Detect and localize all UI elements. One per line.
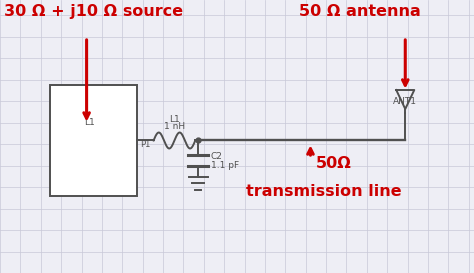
Text: ANT1: ANT1 — [393, 97, 417, 106]
Text: transmission line: transmission line — [246, 185, 402, 200]
Text: 30 Ω + j10 Ω source: 30 Ω + j10 Ω source — [4, 4, 183, 19]
Text: 1 nH: 1 nH — [164, 123, 185, 132]
Text: P1: P1 — [140, 140, 151, 149]
Text: C2: C2 — [211, 152, 223, 161]
Text: 50Ω: 50Ω — [316, 156, 352, 171]
Text: L1: L1 — [84, 118, 95, 127]
Text: 50 Ω antenna: 50 Ω antenna — [299, 4, 420, 19]
Text: L1: L1 — [169, 115, 180, 124]
Bar — [50, 85, 137, 195]
Text: 1.1 pF: 1.1 pF — [211, 161, 239, 170]
